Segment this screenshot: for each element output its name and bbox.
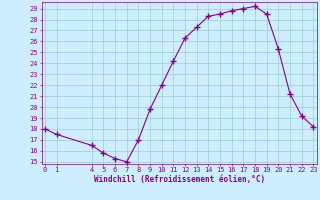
- X-axis label: Windchill (Refroidissement éolien,°C): Windchill (Refroidissement éolien,°C): [94, 175, 265, 184]
